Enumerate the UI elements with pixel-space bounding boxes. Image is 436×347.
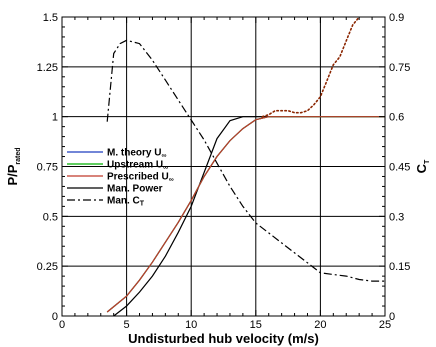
x-tick-label: 20 (314, 319, 326, 331)
series-line-2 (106, 116, 385, 313)
y-left-tick-label: 0.25 (37, 261, 58, 273)
x-tick-label: 10 (185, 319, 197, 331)
legend: M. theory U∞Upstream U∞Prescribed U∞Man.… (67, 148, 174, 208)
legend-label: Upstream U∞ (107, 160, 168, 172)
y-right-tick-label: 0.6 (389, 112, 404, 124)
series-line-4 (106, 39, 385, 282)
series-line-1 (106, 116, 385, 313)
series-line-0 (106, 116, 385, 313)
y-right-title-sub: T (424, 159, 431, 164)
y-left-axis-title: P/Prated (5, 147, 22, 185)
series-layer (106, 16, 385, 317)
legend-label: Prescribed U∞ (107, 172, 174, 184)
y-left-title-main: P/P (5, 164, 20, 185)
legend-label: Man. Power (107, 184, 163, 195)
y-left-tick-label: 0.75 (37, 162, 58, 174)
legend-label: M. theory U∞ (107, 148, 166, 160)
y-right-tick-label: 0.3 (389, 211, 404, 223)
y-left-tick-label: 0 (52, 311, 58, 323)
y-left-tick-label: 1 (52, 112, 58, 124)
legend-label: Man. CT (107, 196, 145, 208)
x-axis-title: Undisturbed hub velocity (m/s) (128, 331, 319, 346)
x-tick-label: 5 (124, 319, 130, 331)
tick-labels: 0 5 10 15 20 2500.250.50.7511.251.500.150.30.… (37, 12, 411, 331)
series-line-5 (261, 16, 361, 118)
x-tick-label: 15 (250, 319, 262, 331)
y-right-tick-label: 0 (389, 311, 395, 323)
y-left-tick-label: 1.5 (43, 12, 58, 24)
y-right-axis-title: CT (414, 159, 431, 173)
y-left-tick-label: 0.5 (43, 211, 58, 223)
y-right-title-main: C (414, 163, 429, 173)
y-right-tick-label: 0.15 (389, 261, 410, 273)
y-right-tick-label: 0.9 (389, 12, 404, 24)
grid (62, 17, 385, 316)
y-right-tick-label: 0.45 (389, 162, 410, 174)
y-left-title-sub: rated (15, 147, 22, 164)
x-tick-label: 25 (379, 319, 391, 331)
ticks (61, 16, 386, 317)
y-left-tick-label: 1.25 (37, 62, 58, 74)
x-tick-label: 0 (59, 319, 65, 331)
y-right-tick-label: 0.75 (389, 62, 410, 74)
